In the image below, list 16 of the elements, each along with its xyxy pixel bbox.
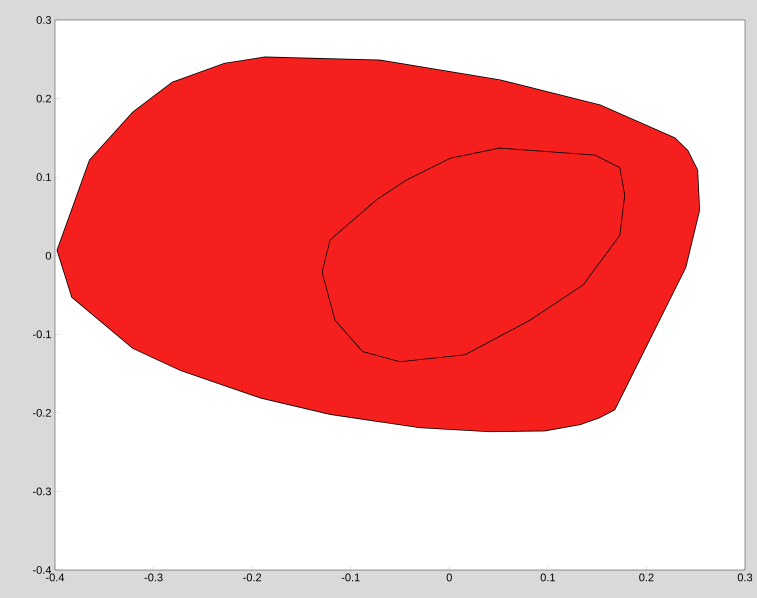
x-tick-label: -0.4 [46,574,64,582]
x-tick-label: -0.1 [342,574,360,582]
y-tick-label: -0.1 [33,330,51,338]
y-tick-label: -0.2 [33,408,51,417]
y-tick-label: -0.3 [33,488,51,496]
x-tick-label: 0.3 [738,574,752,582]
x-tick-label: -0.2 [243,574,262,582]
y-tick-label: 0.3 [36,16,51,24]
x-tick-label: -0.3 [144,574,163,582]
y-tick-label: 0.2 [36,94,51,102]
x-tick-label: 0.1 [540,574,555,582]
y-tick-label: 0 [46,252,52,260]
x-tick-label: 0 [446,574,452,582]
y-tick-label: -0.4 [33,566,52,574]
x-tick-label: 0.2 [639,574,654,582]
y-tick-label: 0.1 [36,173,51,182]
